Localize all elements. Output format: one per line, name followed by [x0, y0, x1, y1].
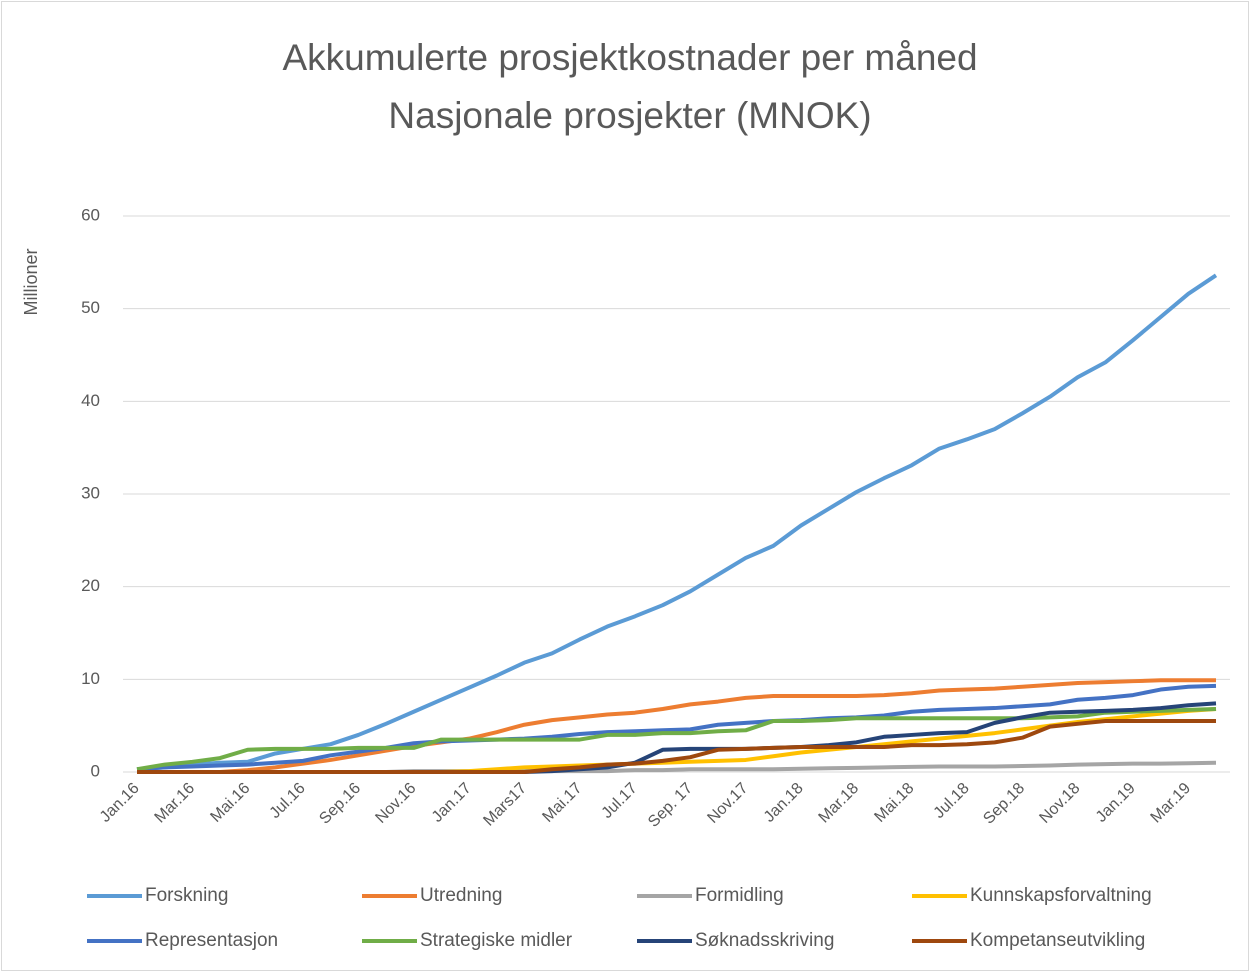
chart-title: Akkumulerte prosjektkostnader per måned [282, 37, 977, 78]
legend-label: Kompetanseutvikling [970, 930, 1145, 951]
series-line [137, 719, 1216, 774]
y-tick-label: 30 [81, 483, 100, 502]
legend-label: Formidling [695, 885, 784, 906]
legend-label: Utredning [420, 885, 502, 906]
series-line [136, 706, 1217, 772]
series-line [136, 683, 1217, 772]
y-tick-label: 60 [81, 205, 100, 224]
series-line [136, 273, 1218, 772]
y-tick-label: 0 [91, 761, 100, 780]
y-axis-label: Millioner [21, 248, 41, 315]
y-tick-label: 40 [81, 391, 100, 410]
legend-label: Strategiske midler [420, 930, 573, 951]
y-tick-label: 20 [81, 576, 100, 595]
y-tick-label: 10 [81, 669, 100, 688]
legend-label: Forskning [145, 885, 228, 906]
legend-label: Kunnskapsforvaltning [970, 885, 1152, 906]
chart-subtitle: Nasjonale prosjekter (MNOK) [388, 95, 871, 136]
series-line [137, 678, 1216, 774]
legend-label: Representasjon [145, 930, 278, 951]
y-tick-label: 50 [81, 298, 100, 317]
legend-label: Søknadsskriving [695, 930, 834, 951]
